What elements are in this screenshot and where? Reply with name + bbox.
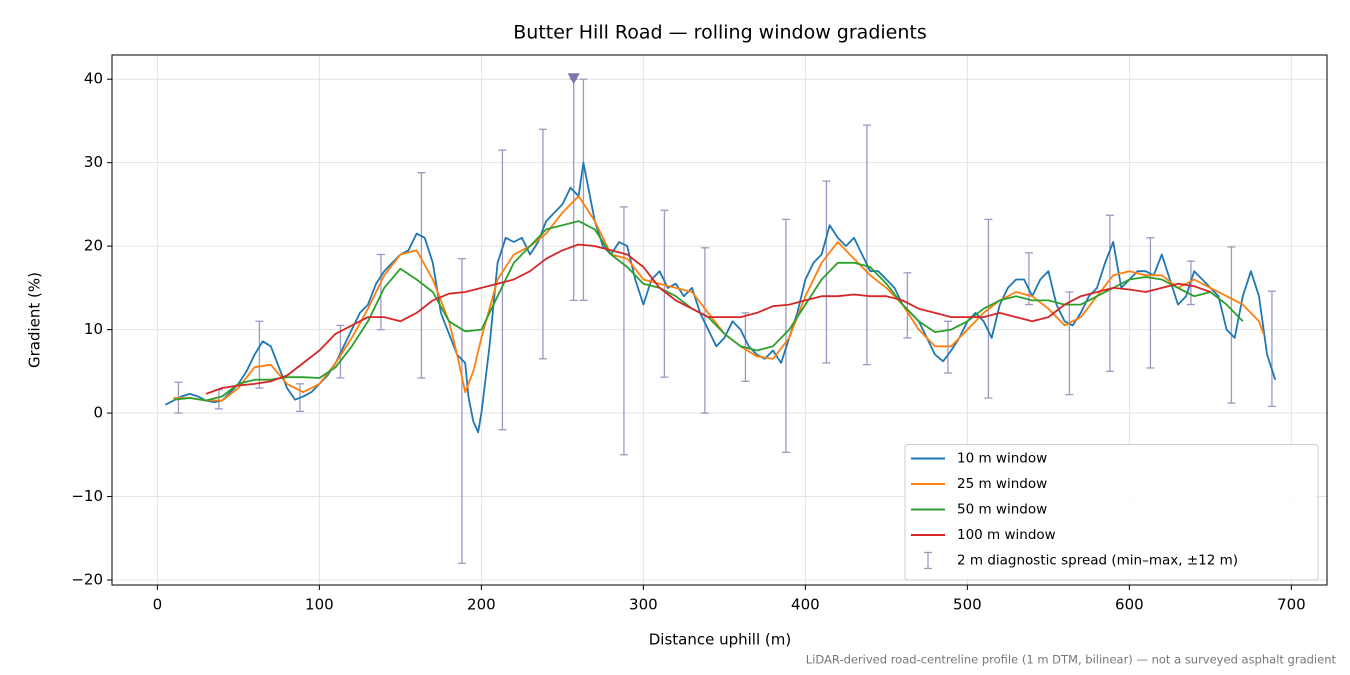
error-bar [1267, 290, 1276, 408]
error-bar [660, 209, 669, 378]
error-bar [376, 253, 385, 331]
footnote: LiDAR-derived road-centreline profile (1… [806, 653, 1337, 667]
error-bar [538, 128, 547, 360]
error-bar [579, 78, 588, 302]
legend-label: 25 m window [957, 476, 1047, 492]
legend-label: 10 m window [957, 451, 1047, 467]
x-tick-label: 400 [791, 596, 820, 614]
error-bar [822, 180, 831, 364]
y-tick-label: 20 [84, 237, 103, 255]
error-bar [417, 172, 426, 379]
y-tick-label: 0 [93, 404, 103, 422]
error-bar [700, 247, 709, 414]
x-tick-label: 600 [1115, 596, 1144, 614]
y-tick-label: 40 [84, 70, 103, 88]
error-bar [457, 258, 466, 564]
error-bar [903, 272, 912, 339]
x-tick-label: 500 [953, 596, 982, 614]
y-tick-label: −10 [71, 487, 103, 505]
error-bar [781, 218, 790, 453]
x-tick-label: 300 [629, 596, 658, 614]
error-bar [255, 320, 264, 389]
legend-label: 50 m window [957, 502, 1047, 518]
error-bar [1146, 237, 1155, 369]
x-tick-label: 0 [153, 596, 163, 614]
error-bar [862, 124, 871, 366]
legend-swatch [924, 551, 932, 570]
x-axis-label: Distance uphill (m) [649, 631, 791, 649]
x-tick-label: 200 [467, 596, 496, 614]
legend-label: 100 m window [957, 527, 1056, 543]
y-tick-label: −20 [71, 570, 103, 588]
x-tick-label: 700 [1277, 596, 1306, 614]
y-tick-label: 30 [84, 153, 103, 171]
error-bar [214, 389, 223, 410]
y-axis-label: Gradient (%) [26, 272, 44, 368]
error-bar [1105, 214, 1114, 372]
error-bar [498, 149, 507, 431]
error-bar [1227, 246, 1236, 404]
x-tick-label: 100 [305, 596, 334, 614]
error-bar [1065, 291, 1074, 396]
legend-box [904, 444, 1319, 581]
series-line [205, 243, 1211, 395]
series-line [165, 161, 1277, 434]
error-bar [619, 206, 628, 456]
y-tick-label: 10 [84, 320, 103, 338]
series-line [173, 195, 1265, 402]
peak-marker [567, 73, 580, 85]
plot-frame [111, 54, 1328, 586]
chart-title: Butter Hill Road — rolling window gradie… [513, 22, 927, 44]
legend-label: 2 m diagnostic spread (min–max, ±12 m) [957, 553, 1238, 569]
